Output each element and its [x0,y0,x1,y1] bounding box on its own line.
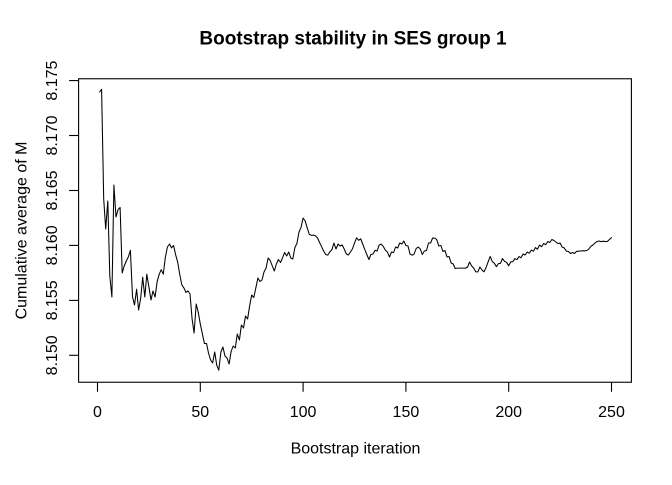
svg-text:Bootstrap stability in SES gro: Bootstrap stability in SES group 1 [199,29,507,50]
svg-text:250: 250 [598,404,625,421]
svg-text:Bootstrap iteration: Bootstrap iteration [291,441,421,458]
svg-text:8.160: 8.160 [44,225,61,265]
svg-text:8.175: 8.175 [44,60,61,100]
svg-text:0: 0 [93,404,102,421]
svg-text:100: 100 [290,404,317,421]
svg-text:200: 200 [495,404,522,421]
svg-text:50: 50 [191,404,209,421]
svg-text:150: 150 [393,404,420,421]
svg-text:8.155: 8.155 [44,280,61,320]
svg-text:8.170: 8.170 [44,115,61,155]
svg-text:8.165: 8.165 [44,170,61,210]
svg-text:Cumulative average of M: Cumulative average of M [14,142,31,320]
svg-text:8.150: 8.150 [44,335,61,375]
